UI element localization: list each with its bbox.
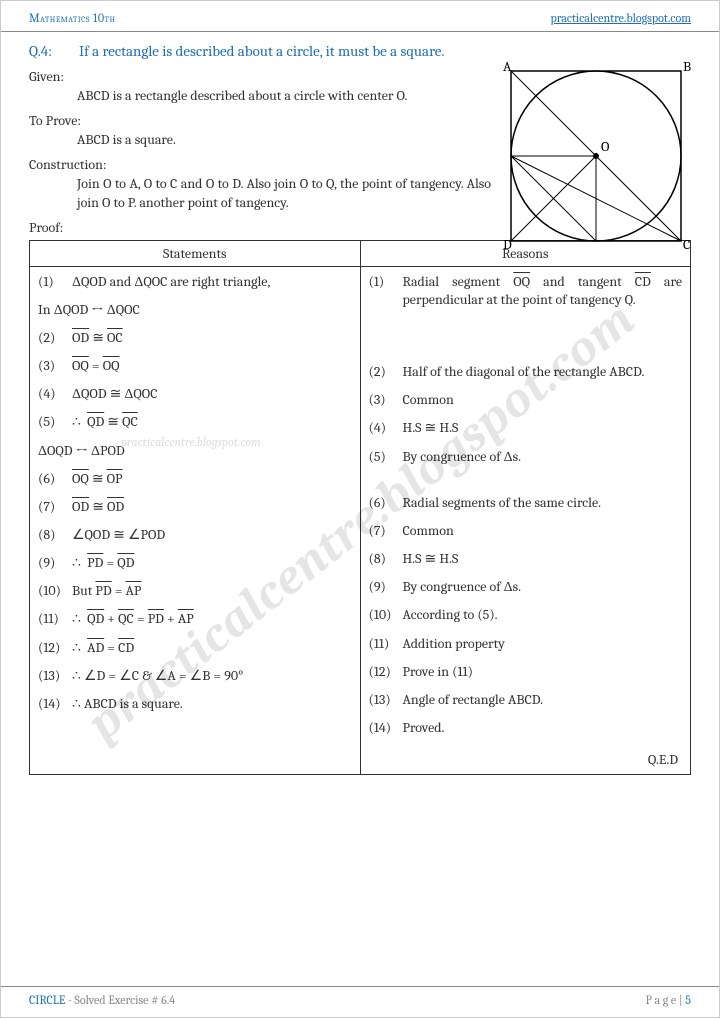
reason-row: (4)H.S ≅ H.S [369,419,683,437]
statement-row: (13)∴ ∠D = ∠C & ∠A = ∠B = 90° [38,667,352,685]
statement-row: (10)But PD = AP [38,582,352,600]
label-B: B [683,61,691,75]
page: Mathematics 10th practicalcentre.blogspo… [0,0,720,1018]
statement-row: (9)∴ PD = QD [38,554,352,572]
statement-row: (1)ΔQOD and ΔQOC are right triangle, [38,273,352,291]
reason-row: (7)Common [369,522,683,540]
header-url[interactable]: practicalcentre.blogspot.com [550,11,691,25]
reason-row: (11)Addition property [369,635,683,653]
footer-left: CIRCLE - Solved Exercise # 6.4 [29,993,175,1007]
footer-sub: - Solved Exercise # 6.4 [65,993,175,1007]
statement-row: (3)OQ = OQ [38,357,352,375]
header-subject: Mathematics 10th [29,11,116,25]
reason-row: (13)Angle of rectangle ABCD. [369,691,683,709]
reason-row: (3)Common [369,391,683,409]
statement-row: (6)OQ ≅ OP [38,470,352,488]
reason-row: (2)Half of the diagonal of the rectangle… [369,363,683,381]
reasons-cell: (1)Radial segment OQ and tangent CD are … [360,266,691,775]
statement-row: (8)∠QOD ≅ ∠POD [38,526,352,544]
footer-chapter: CIRCLE [29,993,65,1007]
proof-table: Statements Reasons (1)ΔQOD and ΔQOC are … [29,240,691,776]
footer-right: P a g e | 5 [645,993,691,1007]
statement-row: (14)∴ ABCD is a square. [38,695,352,713]
page-label: P a g e | [645,993,685,1007]
question-number: Q.4: [29,42,69,60]
statement-row: (2)OD ≅ OC [38,329,352,347]
reason-row: (6)Radial segments of the same circle. [369,494,683,512]
statement-row: (12)∴ AD = CD [38,639,352,657]
statement-row: (4)ΔQOD ≅ ΔQOC [38,385,352,403]
reason-row: (14)Proved. [369,719,683,737]
qed: Q.E.D [369,747,683,768]
geometry-diagram: A B C D O [501,61,691,251]
col-statements: Statements [30,240,361,266]
reason-row: (9)By congruence of Δs. [369,578,683,596]
reason-row: (1)Radial segment OQ and tangent CD are … [369,273,683,309]
statement-row: (7)OD ≅ OD [38,498,352,516]
statement-row: (11)∴ QD + QC = PD + AP [38,610,352,628]
reason-row: (12)Prove in (11) [369,663,683,681]
statement-row: (5)∴ QD ≅ QC [38,413,352,431]
question-row: Q.4: If a rectangle is described about a… [29,42,691,60]
reason-row: (10)According to (5). [369,606,683,624]
reason-row: (8)H.S ≅ H.S [369,550,683,568]
statement-row: In ΔQOD ↔ ΔQOC [38,301,352,319]
question-text: If a rectangle is described about a circ… [79,42,691,60]
page-number: 5 [685,993,691,1007]
label-D: D [503,236,512,251]
label-C: C [683,236,690,251]
page-header: Mathematics 10th practicalcentre.blogspo… [1,1,719,32]
reason-row: (5)By congruence of Δs. [369,448,683,466]
label-A: A [503,61,512,75]
statement-row: ΔOQD ↔ ΔPOD [38,442,352,460]
statements-cell: (1)ΔQOD and ΔQOC are right triangle, In Δ… [30,266,361,775]
page-footer: CIRCLE - Solved Exercise # 6.4 P a g e |… [1,986,719,1017]
label-O: O [601,138,610,155]
